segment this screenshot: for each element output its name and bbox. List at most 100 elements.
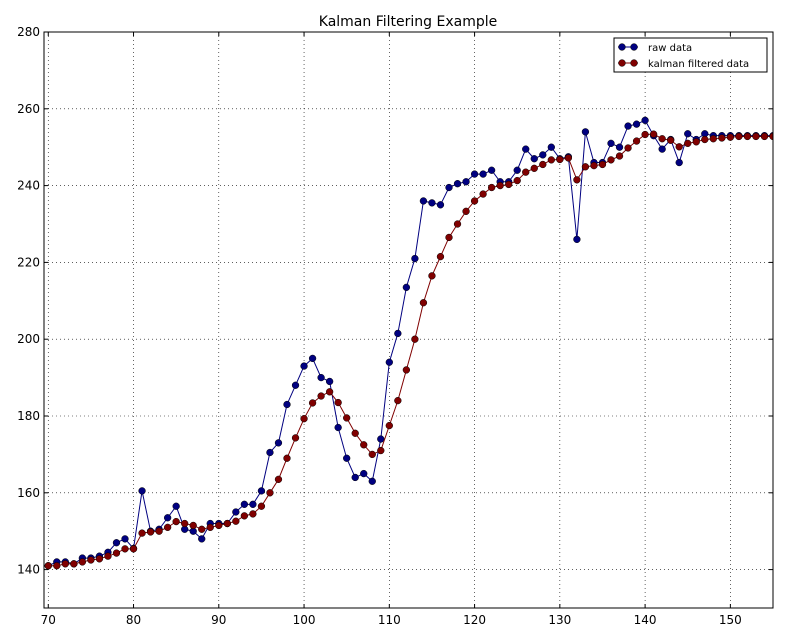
data-point	[607, 139, 615, 148]
data-point	[436, 252, 445, 261]
data-point	[368, 477, 376, 485]
legend-label: kalman filtered data	[648, 59, 749, 70]
data-point	[308, 399, 317, 407]
data-point	[615, 152, 624, 160]
x-tick-label: 70	[41, 613, 56, 627]
data-point	[590, 161, 598, 170]
data-point	[419, 197, 428, 205]
legend-marker	[630, 59, 638, 67]
data-point	[402, 366, 411, 374]
data-point	[709, 135, 717, 143]
data-point	[308, 354, 317, 363]
data-point	[232, 508, 240, 516]
data-point	[291, 434, 300, 442]
data-point	[283, 454, 291, 462]
legend-marker	[618, 59, 626, 67]
data-point	[325, 377, 334, 386]
data-point	[658, 145, 666, 153]
data-point	[394, 329, 402, 338]
data-point	[564, 154, 573, 162]
data-point	[479, 190, 487, 198]
axis-ticks: 70 80 90 100 110 120 130 140 150 140 160 180 200 220 2…	[17, 25, 773, 627]
data-point	[334, 423, 342, 432]
data-point	[257, 487, 266, 495]
data-point	[641, 130, 649, 139]
data-point	[487, 166, 496, 174]
data-point	[377, 435, 385, 443]
data-point	[44, 562, 52, 570]
data-point	[146, 528, 155, 536]
data-point	[419, 299, 428, 307]
data-point	[138, 529, 146, 537]
data-point	[87, 556, 95, 564]
data-point	[496, 181, 504, 190]
data-point	[684, 130, 692, 138]
y-tick-label: 180	[17, 409, 40, 423]
data-point	[240, 500, 249, 508]
y-tick-label: 200	[17, 332, 40, 346]
data-point	[274, 475, 283, 484]
data-point	[266, 489, 274, 497]
data-point	[411, 335, 419, 343]
data-point	[300, 415, 308, 423]
data-point	[317, 373, 325, 382]
data-point	[462, 178, 470, 186]
data-point	[215, 521, 223, 530]
data-point	[513, 176, 521, 185]
data-point	[343, 454, 351, 462]
data-point	[368, 450, 376, 459]
data-point	[718, 134, 726, 142]
data-point	[556, 155, 564, 164]
data-point	[470, 197, 479, 205]
data-point	[649, 130, 658, 138]
data-point	[615, 143, 624, 151]
data-point	[522, 145, 530, 153]
data-point	[658, 135, 666, 143]
data-point	[624, 144, 632, 152]
data-point	[351, 429, 359, 437]
data-point	[121, 535, 129, 543]
data-point	[291, 381, 300, 389]
data-point	[377, 446, 385, 455]
data-point	[232, 517, 240, 525]
data-point	[104, 552, 112, 560]
data-point	[317, 392, 325, 400]
data-point	[445, 183, 453, 192]
data-point	[539, 160, 547, 169]
data-point	[530, 164, 538, 172]
data-point	[453, 180, 462, 188]
data-point	[95, 555, 104, 563]
x-tick-label: 110	[378, 613, 401, 627]
data-point	[360, 441, 368, 449]
data-point	[726, 133, 735, 141]
data-point	[198, 525, 206, 533]
data-point	[752, 132, 760, 141]
data-point	[172, 502, 180, 510]
data-point	[573, 176, 581, 184]
legend: raw data kalman filtered data	[613, 37, 768, 73]
data-point	[581, 163, 590, 171]
data-point	[487, 183, 496, 192]
data-point	[198, 535, 206, 543]
data-point	[522, 168, 530, 176]
data-point	[257, 502, 266, 510]
data-point	[667, 136, 675, 144]
x-tick-label: 130	[548, 613, 571, 627]
data-point	[547, 156, 555, 164]
data-point	[53, 562, 61, 570]
data-point	[172, 517, 180, 526]
data-point	[394, 396, 402, 405]
legend-box	[613, 37, 768, 73]
plot-frame	[43, 31, 774, 609]
data-point	[760, 132, 769, 141]
data-point	[675, 158, 683, 167]
data-point	[453, 220, 462, 228]
data-point	[641, 116, 649, 124]
data-point	[385, 421, 393, 430]
data-point	[61, 560, 69, 568]
data-point	[325, 388, 334, 396]
data-point	[632, 137, 641, 145]
data-point	[70, 560, 78, 568]
x-tick-label: 150	[719, 613, 742, 627]
